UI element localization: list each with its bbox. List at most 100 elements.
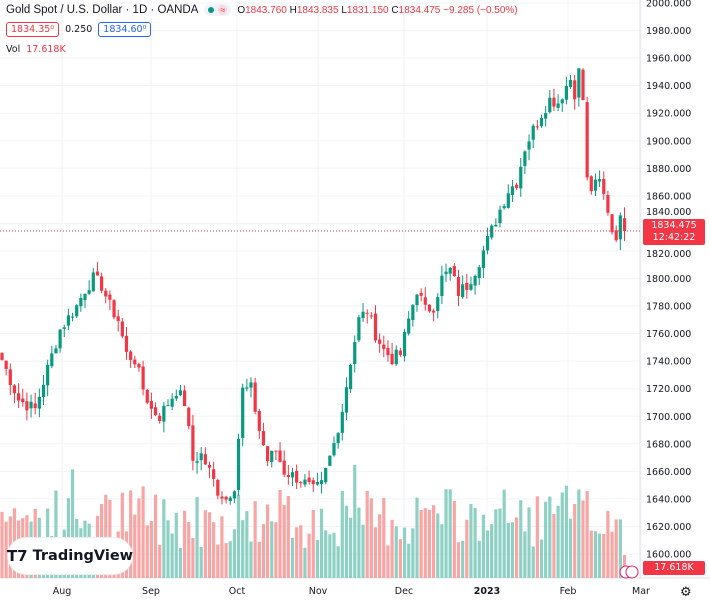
volume-bar — [191, 537, 195, 578]
volume-bar — [224, 543, 228, 578]
candle-body — [382, 344, 386, 349]
candle-body — [120, 321, 124, 337]
candle-body — [87, 290, 91, 294]
y-tick-label: 1620.000 — [646, 522, 691, 533]
candle-body — [216, 479, 220, 496]
candle-body — [444, 271, 448, 275]
volume-bar — [415, 497, 419, 578]
volume-bar — [311, 509, 315, 578]
volume-bar — [315, 539, 319, 578]
candle-body — [527, 141, 531, 150]
volume-bar — [589, 530, 593, 578]
volume-bar — [261, 524, 266, 578]
volume-bar — [577, 489, 581, 578]
volume-bar — [137, 498, 141, 578]
volume-bar — [120, 492, 124, 578]
candle-body — [75, 305, 79, 317]
volume-bar — [141, 486, 145, 578]
volume-bar — [129, 490, 133, 578]
volume-bar — [427, 509, 432, 578]
candle-body — [266, 446, 270, 462]
y-tick-label: 1720.000 — [646, 384, 691, 395]
volume-bar — [299, 525, 303, 578]
candle-body — [62, 327, 66, 329]
volume-bar — [174, 512, 178, 578]
candle-body — [282, 460, 286, 475]
volume-bar — [378, 514, 382, 578]
logo-text: TradingView — [32, 548, 134, 564]
settings-gear-icon[interactable]: ⚙ — [680, 585, 692, 600]
market-status[interactable]: ≈ — [204, 4, 232, 16]
volume-bar — [390, 519, 394, 578]
volume-bar — [452, 500, 456, 578]
candle-body — [510, 186, 515, 195]
volume-bar — [448, 489, 452, 578]
volume-bar — [477, 540, 481, 578]
y-tick-label: 1960.000 — [646, 54, 691, 65]
volume-bar — [382, 497, 386, 578]
candle-body — [174, 395, 178, 399]
candle-body — [187, 407, 191, 427]
volume-bar — [232, 529, 236, 578]
y-tick-label: 1600.000 — [646, 550, 691, 561]
volume-bar — [340, 491, 344, 578]
volume-bar — [158, 544, 162, 578]
candle-body — [145, 389, 149, 403]
volume-bar — [469, 504, 473, 578]
volume-bar — [257, 541, 261, 578]
volume-bar — [432, 505, 436, 578]
volume-bar — [290, 537, 295, 578]
y-tick-label: 1740.000 — [646, 357, 691, 368]
candle-body — [361, 311, 365, 319]
volume-bar — [199, 546, 203, 578]
candle-body — [369, 315, 373, 317]
candle-body — [568, 79, 573, 87]
volume-bar — [319, 508, 324, 578]
volume-bar — [573, 503, 577, 578]
candle-body — [21, 398, 25, 403]
volume-bar — [523, 531, 527, 578]
y-tick-label: 1680.000 — [646, 439, 691, 450]
last-price-tag: 1834.475 12:42:22 — [643, 219, 705, 245]
volume-bar — [236, 494, 241, 578]
candle-body — [236, 438, 241, 491]
sell-price-button[interactable]: 1834.35⁰ — [6, 22, 60, 37]
volume-bar — [494, 509, 498, 578]
candle-body — [129, 351, 133, 361]
volume-bar — [581, 500, 585, 578]
candle-body — [353, 341, 357, 365]
y-tick-label: 1800.000 — [646, 274, 691, 285]
candle-body — [411, 305, 415, 321]
candle-body — [54, 348, 58, 354]
candle-body — [427, 304, 432, 312]
candle-body — [315, 482, 319, 485]
candle-body — [415, 294, 419, 306]
candle-body — [303, 479, 307, 485]
candle-body — [436, 297, 440, 312]
spread: 0.250 — [65, 24, 93, 35]
buy-price-button[interactable]: 1834.60⁰ — [98, 22, 152, 37]
candle-body — [178, 390, 183, 396]
symbol-title[interactable]: Gold Spot / U.S. Dollar · 1D · OANDA — [6, 4, 199, 16]
candle-body — [299, 482, 303, 484]
volume-bar — [564, 485, 568, 578]
volume-bar — [423, 508, 427, 578]
y-tick-label: 2000.000 — [646, 0, 691, 10]
candle-body — [610, 214, 614, 233]
candle-body — [535, 126, 539, 128]
volume-bar — [54, 490, 58, 578]
volume-bar — [490, 524, 494, 578]
candle-body — [253, 382, 257, 412]
volume-bar — [187, 522, 191, 578]
candle-body — [166, 405, 170, 407]
volume-bar — [519, 500, 523, 578]
tradingview-logo[interactable]: 𝗧𝟳 TradingView — [7, 538, 134, 574]
volume-bar — [606, 510, 610, 578]
volume-bar — [245, 511, 249, 578]
volume-bar — [473, 507, 477, 578]
volume-bar — [602, 533, 606, 578]
y-tick-label: 1780.000 — [646, 302, 691, 313]
volume-bar — [369, 498, 373, 578]
candle-body — [373, 313, 378, 341]
